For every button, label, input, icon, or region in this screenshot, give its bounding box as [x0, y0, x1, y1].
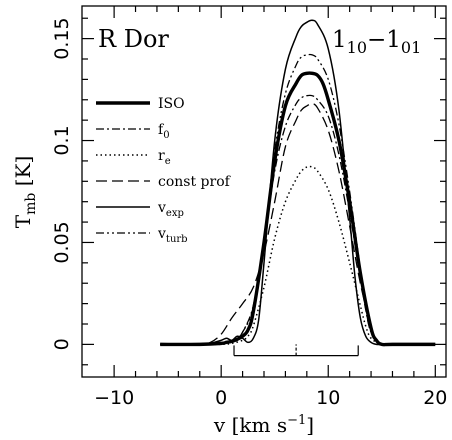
series-line-solid [160, 19, 436, 346]
velocity-marker-bar [233, 344, 359, 357]
y-axis-title-main: T [11, 214, 35, 228]
series-line-thick [160, 71, 436, 347]
y-tick-label: 0.15 [51, 17, 73, 59]
x-tick-label: 10 [316, 387, 340, 409]
transition-base-2: 1 [386, 27, 401, 53]
transition-label: 110−101 [332, 27, 421, 57]
x-axis-title-main: v [km s [213, 413, 287, 437]
series-line-dashdot [160, 94, 436, 346]
y-axis-title-sub: mb [23, 193, 39, 215]
legend-label: f0 [158, 122, 170, 141]
x-axis-title-close: ] [306, 413, 314, 437]
legend-label: ISO [158, 96, 185, 112]
y-tick-label: 0 [51, 338, 73, 350]
transition-dash: − [367, 27, 386, 53]
legend: ISO f0 re const prof vexp vturb [96, 96, 232, 245]
series-layer [160, 19, 436, 347]
x-tick-label: −10 [94, 387, 134, 409]
transition-base: 1 [332, 27, 347, 53]
plot-frame [81, 5, 447, 378]
ticks [82, 6, 446, 377]
series-line-dashed [160, 103, 436, 346]
x-axis-title: v [km s−1] [213, 413, 314, 437]
x-tick-label: 0 [215, 387, 227, 409]
x-tick-label: 20 [423, 387, 447, 409]
legend-label: vexp [157, 200, 184, 219]
legend-label: const prof [158, 174, 232, 190]
legend-label: re [158, 148, 171, 167]
y-tick-label: 0.1 [51, 125, 73, 155]
series-line-dotted [160, 165, 436, 346]
source-label: R Dor [98, 25, 169, 53]
y-tick-label: 0.05 [51, 221, 73, 263]
transition-upper-sub: 10 [347, 38, 367, 57]
y-axis-title-rest: [K] [11, 156, 35, 193]
y-axis-title: Tmb [K] [11, 156, 39, 229]
transition-lower-sub: 01 [401, 38, 421, 57]
legend-label: vturb [157, 226, 188, 245]
x-axis-title-exp: −1 [287, 413, 306, 428]
series-line-dashdotdot [160, 53, 436, 346]
